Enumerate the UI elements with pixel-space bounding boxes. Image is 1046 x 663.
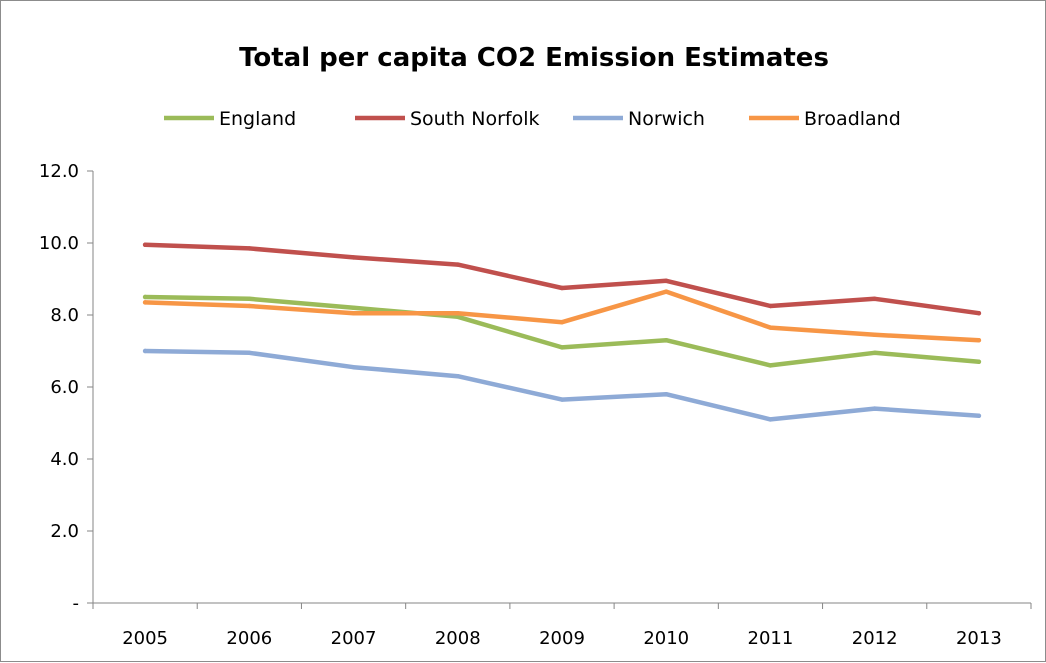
data-point-south-norfolk — [142, 242, 148, 247]
chart-axes: - 2.0 4.0 6.0 8.0 10.0 12.0 2005 2006 2007 2008 200… — [39, 161, 1032, 649]
x-tick-label: 2008 — [435, 628, 481, 649]
data-point-south-norfolk — [664, 278, 669, 283]
data-point-broadland — [351, 311, 356, 316]
y-tick-label: 6.0 — [50, 377, 79, 398]
x-tick-label: 2010 — [643, 628, 689, 649]
legend-label: Broadland — [804, 108, 901, 130]
data-point-england — [559, 345, 565, 350]
data-point-broadland — [872, 332, 877, 337]
chart-series — [142, 242, 982, 422]
data-point-norwich — [664, 392, 669, 397]
data-point-england — [247, 296, 252, 301]
x-tick-label: 2006 — [226, 628, 272, 649]
legend-item-south-norfolk: South Norfolk — [355, 108, 540, 130]
y-tick-label: 10.0 — [39, 233, 79, 254]
y-tick-label: - — [73, 593, 80, 614]
x-tick-label: 2009 — [539, 628, 585, 649]
data-point-norwich — [351, 365, 356, 370]
data-point-south-norfolk — [455, 262, 460, 267]
chart-title: Total per capita CO2 Emission Estimates — [239, 43, 829, 73]
data-point-broadland — [142, 300, 148, 305]
data-point-norwich — [142, 348, 148, 354]
data-point-england — [455, 314, 460, 319]
legend-item-broadland: Broadland — [749, 108, 901, 130]
data-point-south-norfolk — [768, 303, 773, 309]
x-tick-label: 2011 — [748, 628, 794, 649]
x-tick-label: 2012 — [852, 628, 898, 649]
x-tick-label: 2005 — [122, 628, 168, 649]
data-point-broadland — [768, 325, 773, 330]
data-point-england — [351, 305, 356, 310]
data-point-broadland — [976, 338, 982, 343]
data-point-broadland — [247, 303, 252, 309]
data-point-norwich — [247, 350, 252, 355]
data-point-south-norfolk — [976, 311, 982, 316]
data-point-england — [872, 350, 877, 355]
data-point-south-norfolk — [247, 246, 252, 251]
y-tick-label: 8.0 — [50, 305, 79, 326]
data-point-broadland — [664, 289, 669, 294]
data-point-norwich — [559, 397, 565, 402]
legend-item-norwich: Norwich — [573, 108, 705, 130]
series-line-norwich — [142, 348, 982, 422]
data-point-england — [664, 338, 669, 343]
legend-label: South Norfolk — [410, 108, 540, 130]
data-point-broadland — [559, 320, 565, 325]
series-line-south-norfolk — [142, 242, 982, 316]
data-point-norwich — [768, 417, 773, 422]
y-tick-label: 12.0 — [39, 161, 79, 182]
legend-item-england: England — [164, 108, 296, 130]
data-point-south-norfolk — [872, 296, 877, 301]
chart-legend: England South Norfolk Norwich Broadland — [164, 108, 901, 130]
data-point-norwich — [455, 374, 460, 379]
data-point-south-norfolk — [559, 285, 565, 291]
data-point-england — [976, 359, 982, 364]
data-point-broadland — [455, 311, 460, 316]
y-tick-label: 2.0 — [50, 521, 79, 542]
data-point-england — [768, 363, 773, 368]
data-point-south-norfolk — [351, 255, 356, 260]
x-tick-label: 2013 — [956, 628, 1002, 649]
legend-label: England — [219, 108, 296, 130]
legend-label: Norwich — [628, 108, 705, 130]
data-point-england — [142, 294, 148, 300]
data-point-norwich — [976, 413, 982, 418]
x-tick-label: 2007 — [331, 628, 377, 649]
data-point-norwich — [872, 406, 877, 411]
y-tick-label: 4.0 — [50, 449, 79, 470]
